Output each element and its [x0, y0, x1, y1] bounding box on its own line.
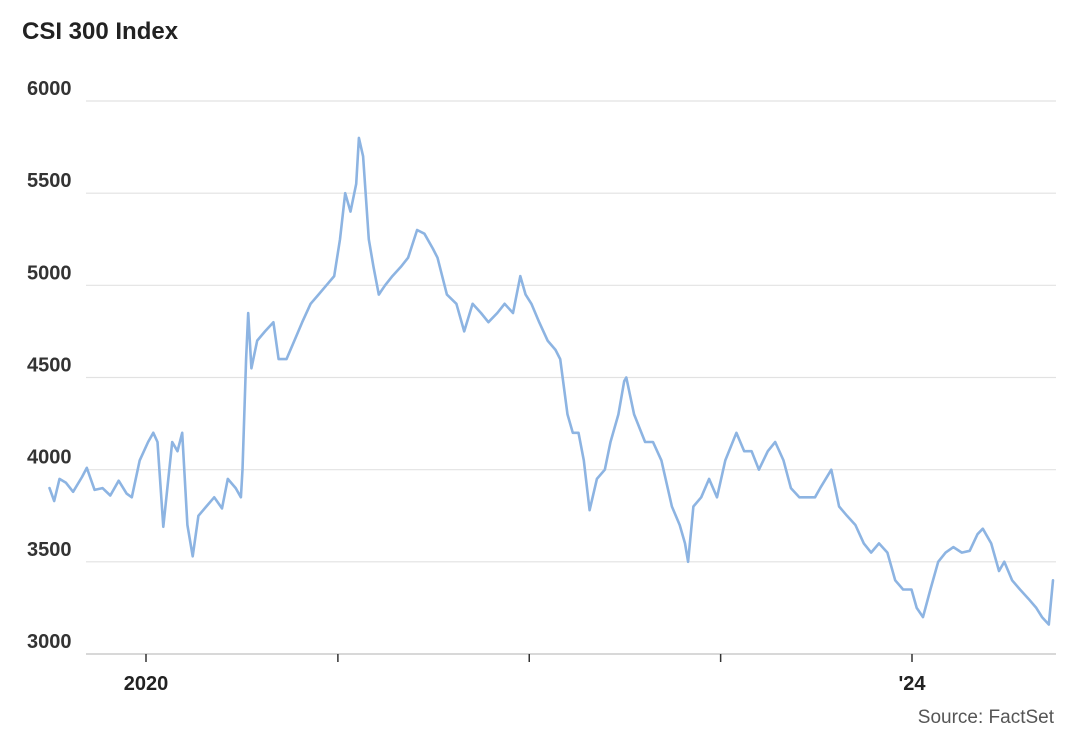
x-axis-ticks: 2020 '24 — [124, 654, 926, 695]
x-tick-label: '24 — [898, 673, 926, 695]
y-tick-label: 5500 — [27, 170, 72, 192]
y-tick-label: 3500 — [27, 539, 72, 561]
y-axis-ticks: 3000 3500 4000 4500 5000 5500 6000 — [27, 78, 72, 653]
y-tick-label: 4000 — [27, 447, 72, 469]
y-tick-label: 5000 — [27, 262, 72, 284]
x-tick-label: 2020 — [124, 673, 169, 695]
grid-lines — [86, 100, 1056, 563]
source-note: Source: FactSet — [917, 707, 1054, 728]
chart-title: CSI 300 Index — [22, 18, 179, 45]
y-tick-label: 6000 — [27, 78, 72, 100]
y-tick-label: 4500 — [27, 355, 72, 377]
y-tick-label: 3000 — [27, 631, 72, 653]
series-line — [48, 136, 1055, 626]
